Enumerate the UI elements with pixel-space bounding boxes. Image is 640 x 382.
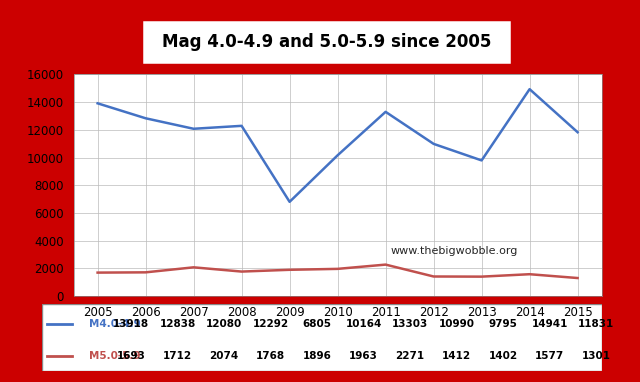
Text: 13918: 13918 bbox=[113, 319, 149, 329]
Text: 14941: 14941 bbox=[531, 319, 568, 329]
Text: Mag 4.0-4.9 and 5.0-5.9 since 2005: Mag 4.0-4.9 and 5.0-5.9 since 2005 bbox=[162, 33, 491, 51]
Text: 1693: 1693 bbox=[116, 351, 146, 361]
Text: M5.0-5.9: M5.0-5.9 bbox=[89, 351, 141, 361]
Text: 9795: 9795 bbox=[488, 319, 518, 329]
Text: 2271: 2271 bbox=[396, 351, 425, 361]
Text: 6805: 6805 bbox=[303, 319, 332, 329]
Text: 1712: 1712 bbox=[163, 351, 192, 361]
Text: M4.0-4.9: M4.0-4.9 bbox=[89, 319, 141, 329]
Text: 1963: 1963 bbox=[349, 351, 378, 361]
Text: 10990: 10990 bbox=[438, 319, 475, 329]
Text: 13303: 13303 bbox=[392, 319, 428, 329]
Text: 10164: 10164 bbox=[346, 319, 382, 329]
Text: 1301: 1301 bbox=[582, 351, 611, 361]
Text: www.thebigwobble.org: www.thebigwobble.org bbox=[390, 246, 518, 256]
Text: 1577: 1577 bbox=[535, 351, 564, 361]
Text: 1768: 1768 bbox=[256, 351, 285, 361]
Text: 12292: 12292 bbox=[253, 319, 289, 329]
Text: 2074: 2074 bbox=[209, 351, 239, 361]
Text: 11831: 11831 bbox=[578, 319, 614, 329]
Text: 1896: 1896 bbox=[303, 351, 332, 361]
Text: 1402: 1402 bbox=[488, 351, 518, 361]
Text: 12080: 12080 bbox=[206, 319, 243, 329]
Text: 12838: 12838 bbox=[159, 319, 196, 329]
Text: 1412: 1412 bbox=[442, 351, 471, 361]
